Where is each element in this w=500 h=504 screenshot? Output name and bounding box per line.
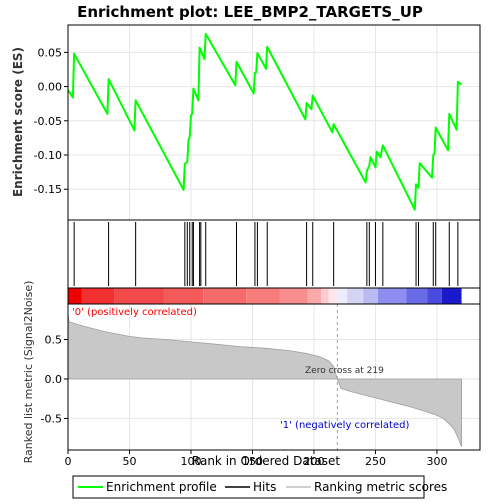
metric-y-tick-label: 0.0 [45, 373, 63, 386]
hit-lines [73, 222, 459, 286]
metric-x-tick-label: 100 [180, 455, 201, 468]
colorbar-segment [441, 288, 462, 304]
colorbar-segment [68, 288, 82, 304]
colorbar-segment [114, 288, 164, 304]
chart-legend: Enrichment profile Hits Ranking metric s… [72, 475, 447, 499]
colorbar-segment [427, 288, 442, 304]
colorbar-segment [279, 288, 308, 304]
colorbar-segment [246, 288, 280, 304]
metric-y-tick-label: 0.5 [45, 334, 63, 347]
es-gridlines [68, 25, 480, 220]
es-plot-background [68, 25, 480, 220]
chart-title: Enrichment plot: LEE_BMP2_TARGETS_UP [77, 3, 423, 21]
colorbar-segment [406, 288, 428, 304]
enrichment-profile-line [67, 32, 463, 211]
metric-y-tick-label: -0.5 [41, 412, 62, 425]
negative-correlation-label: '1' (negatively correlated) [280, 420, 409, 431]
colorbar-segment [347, 288, 364, 304]
hits-background [68, 220, 480, 288]
metric-y-axis-label: Ranked list metric (Signal2Noise) [22, 281, 35, 464]
colorbar-segment [328, 288, 338, 304]
metric-x-tick-label: 50 [122, 455, 136, 468]
es-y-axis-label: Enrichment score (ES) [11, 47, 25, 197]
ranking-colorbar-panel [67, 287, 481, 305]
metric-x-tick-label: 150 [242, 455, 263, 468]
ranked-metric-panel: 0.5 0.0 -0.5 0 50 100 150 200 250 300 '0' (posit… [22, 281, 481, 468]
metric-plot-frame [67, 303, 481, 451]
metric-x-tick-label: 300 [426, 455, 447, 468]
es-y-tick-label: 0.00 [38, 81, 63, 94]
metric-x-ticks: 0 50 100 150 200 250 300 [65, 450, 447, 468]
colorbar-segment [337, 288, 348, 304]
colorbar-segment [307, 288, 322, 304]
es-y-ticks: 0.05 0.00 -0.05 -0.10 -0.15 [34, 46, 68, 196]
positive-correlation-label: '0' (positively correlated) [72, 307, 197, 318]
metric-x-tick-label: 200 [303, 455, 324, 468]
metric-x-axis-label: Rank in Ordered Dataset [192, 454, 340, 468]
colorbar-segment [203, 288, 247, 304]
zero-cross-label: Zero cross at 219 [305, 366, 384, 376]
colorbar-segment [363, 288, 378, 304]
colorbar-segment [321, 288, 329, 304]
ranking-colorbar-segments [68, 288, 462, 304]
legend-label-enrichment: Enrichment profile [106, 480, 217, 494]
colorbar-segment [81, 288, 115, 304]
es-y-tick-label: -0.10 [34, 149, 62, 162]
ranking-metric-area [67, 313, 463, 447]
es-y-tick-label: 0.05 [38, 46, 63, 59]
metric-y-ticks: 0.5 0.0 -0.5 [41, 334, 68, 425]
enrichment-score-panel: 0.05 0.00 -0.05 -0.10 -0.15 Enrichment score… [11, 24, 481, 221]
metric-x-tick-label: 0 [65, 455, 72, 468]
es-y-tick-label: -0.15 [34, 183, 62, 196]
legend-label-ranking: Ranking metric scores [314, 480, 447, 494]
colorbar-segment [163, 288, 204, 304]
legend-label-hits: Hits [253, 480, 276, 494]
colorbar-segment [377, 288, 407, 304]
hits-panel [67, 219, 481, 289]
metric-x-tick-label: 250 [365, 455, 386, 468]
es-y-tick-label: -0.05 [34, 115, 62, 128]
